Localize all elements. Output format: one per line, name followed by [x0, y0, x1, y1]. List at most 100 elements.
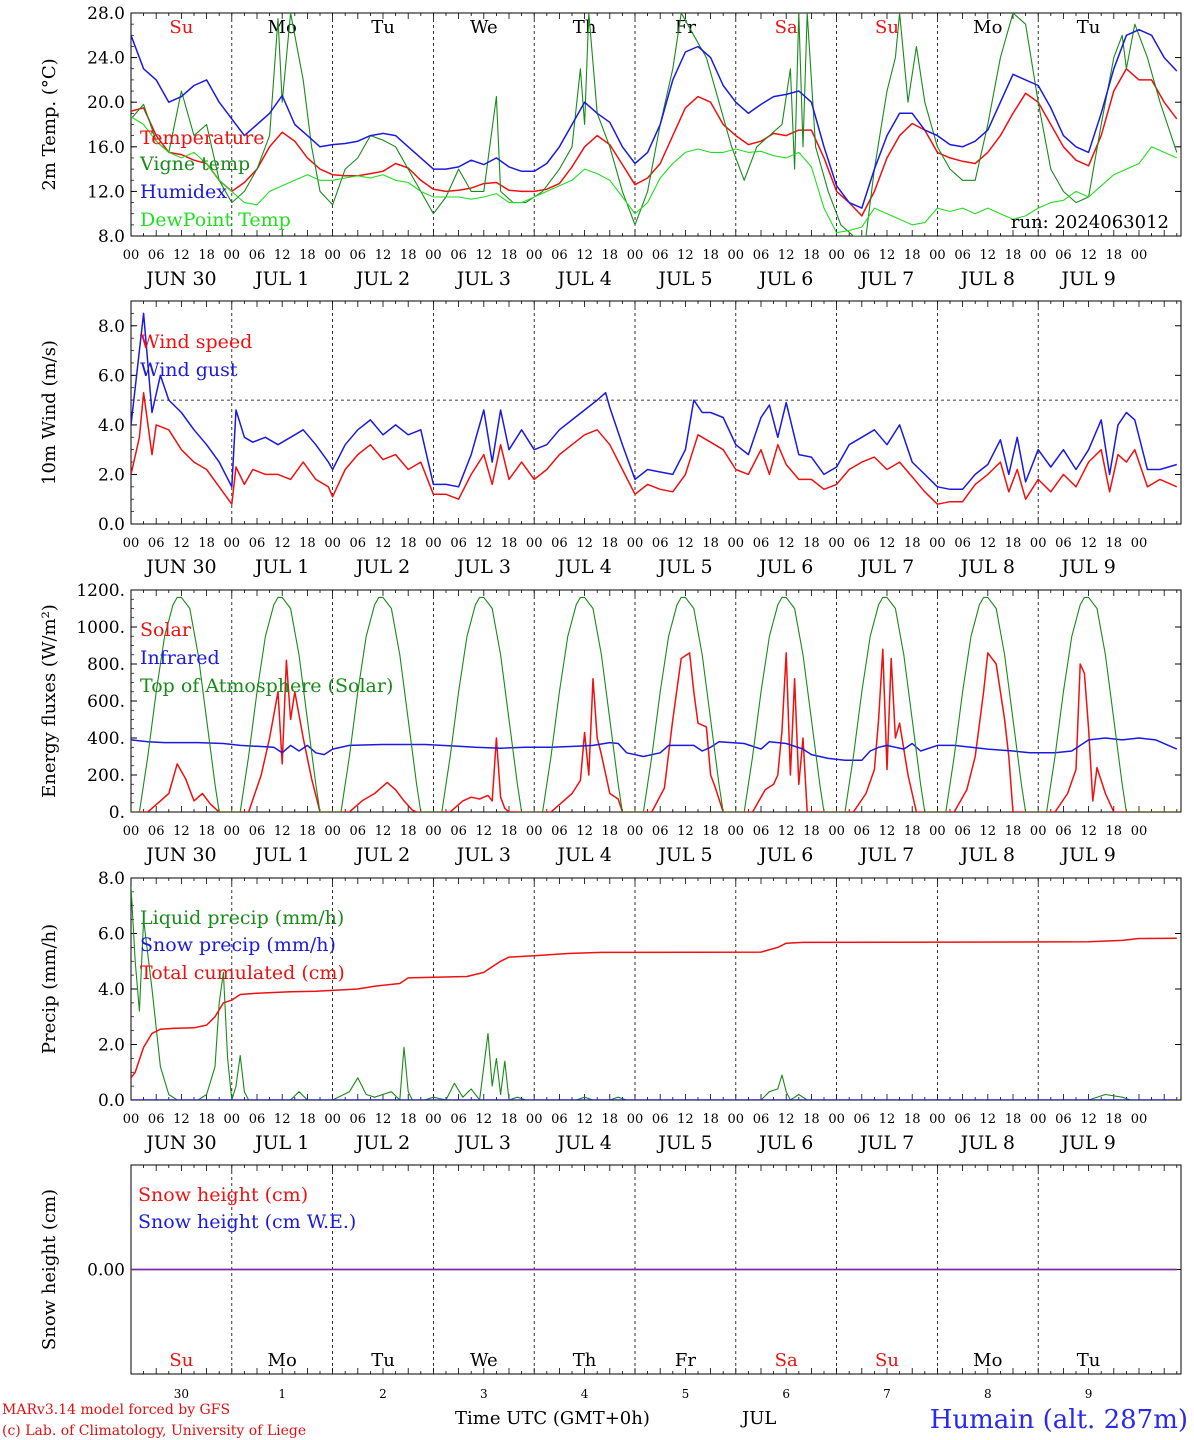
hour-tick-label: 06 [450, 248, 467, 263]
hour-tick-label: 06 [954, 1112, 971, 1127]
hour-tick-label: 18 [198, 824, 215, 839]
date-label: JUL 4 [555, 556, 611, 578]
day-name: Tu [371, 1350, 395, 1371]
day-name: Sa [775, 17, 798, 38]
legend-label: Snow precip (mm/h) [140, 934, 336, 956]
hour-tick-label: 00 [828, 248, 845, 263]
hour-tick-label: 00 [929, 536, 946, 551]
hour-tick-label: 12 [375, 824, 392, 839]
hour-tick-label: 12 [677, 1112, 694, 1127]
hour-tick-label: 12 [879, 536, 896, 551]
date-label: JUL 6 [757, 268, 813, 290]
panel-frame [130, 12, 1182, 237]
y-tick-label: 4.0 [98, 416, 125, 436]
day-number: 6 [782, 1387, 790, 1401]
hour-tick-label: 06 [652, 536, 669, 551]
model-credit-line1: MARv3.14 model forced by GFS [2, 1402, 230, 1418]
hour-tick-label: 18 [904, 1112, 921, 1127]
day-name: Su [169, 1350, 193, 1371]
day-number: 1 [278, 1387, 286, 1401]
hour-tick-label: 18 [198, 536, 215, 551]
hour-tick-label: 06 [652, 1112, 669, 1127]
day-name: Su [875, 1350, 899, 1371]
hour-tick-label: 00 [828, 824, 845, 839]
hour-tick-label: 18 [602, 248, 619, 263]
y-axis-title: Energy fluxes (W/m²) [39, 604, 60, 798]
hour-tick-label: 18 [501, 248, 518, 263]
date-label: JUL 3 [455, 268, 511, 290]
hour-tick-label: 00 [123, 1112, 140, 1127]
hour-tick-label: 00 [425, 536, 442, 551]
hour-tick-label: 06 [954, 824, 971, 839]
date-label: JUL 8 [959, 268, 1015, 290]
hour-tick-label: 00 [1030, 536, 1047, 551]
hour-tick-label: 18 [702, 824, 719, 839]
date-label: JUL 5 [656, 268, 712, 290]
date-label: JUL 8 [959, 556, 1015, 578]
series-line-total-cumulated-cm [131, 937, 1177, 1079]
hour-tick-label: 18 [803, 248, 820, 263]
series-line-solar [131, 648, 1177, 812]
series-line-infrared [131, 737, 1178, 761]
hour-tick-label: 00 [324, 536, 341, 551]
date-label: JUL 2 [354, 556, 410, 578]
hour-tick-label: 12 [274, 1112, 291, 1127]
hour-tick-label: 06 [753, 536, 770, 551]
hour-tick-label: 06 [148, 536, 165, 551]
y-tick-label: 6.0 [98, 366, 125, 386]
series-line-wind-gust [131, 312, 1178, 491]
hour-tick-label: 12 [375, 1112, 392, 1127]
hour-tick-label: 18 [1005, 536, 1022, 551]
y-axis-title: Snow height (cm) [39, 1189, 60, 1350]
day-number: 8 [984, 1387, 992, 1401]
series-group [131, 13, 1178, 236]
hour-tick-label: 12 [375, 248, 392, 263]
date-label: JUL 8 [959, 1132, 1015, 1154]
date-label: JUN 30 [144, 556, 216, 578]
hour-tick-label: 00 [526, 248, 543, 263]
date-label: JUL 9 [1059, 1132, 1115, 1154]
hour-tick-label: 12 [879, 824, 896, 839]
series-line-wind-speed [131, 391, 1178, 505]
date-label: JUN 30 [144, 268, 216, 290]
hour-tick-label: 06 [148, 248, 165, 263]
hour-tick-label: 00 [123, 536, 140, 551]
y-tick-label: 12.0 [87, 182, 125, 202]
date-label: JUL 8 [959, 844, 1015, 866]
hour-tick-label: 12 [576, 536, 593, 551]
day-name: Fr [675, 1350, 696, 1371]
date-label: JUL 4 [555, 1132, 611, 1154]
hour-tick-label: 18 [904, 248, 921, 263]
hour-tick-label: 18 [904, 824, 921, 839]
hour-tick-label: 06 [1055, 1112, 1072, 1127]
legend-label: Solar [140, 619, 192, 641]
y-tick-label: 28.0 [87, 4, 125, 24]
hour-tick-label: 00 [324, 824, 341, 839]
y-tick-label: 1200. [76, 581, 125, 601]
day-number: 7 [883, 1387, 891, 1401]
day-name: We [470, 17, 498, 38]
day-name: Mo [973, 17, 1002, 38]
hour-tick-label: 12 [375, 536, 392, 551]
date-label: JUL 9 [1059, 556, 1115, 578]
hour-tick-label: 06 [753, 1112, 770, 1127]
date-label: JUL 3 [455, 844, 511, 866]
hour-tick-label: 06 [249, 824, 266, 839]
date-label: JUL 2 [354, 268, 410, 290]
time-axis-label: Time UTC (GMT+0h) [455, 1408, 650, 1429]
hour-tick-label: 12 [576, 1112, 593, 1127]
y-tick-label: 400. [87, 729, 125, 749]
series-line-temperature [131, 68, 1178, 217]
hour-tick-label: 18 [1106, 1112, 1123, 1127]
date-label: JUL 6 [757, 556, 813, 578]
series-line-top-of-atmosphere-solar [131, 596, 1177, 812]
hour-tick-label: 12 [476, 1112, 493, 1127]
date-label: JUL 1 [253, 556, 309, 578]
hour-tick-label: 06 [450, 824, 467, 839]
y-tick-label: 600. [87, 692, 125, 712]
day-number: 4 [581, 1387, 589, 1401]
model-credit-line2: (c) Lab. of Climatology, University of L… [2, 1423, 306, 1439]
legend-label: Wind speed [140, 331, 252, 353]
day-number: 9 [1085, 1387, 1093, 1401]
hour-tick-label: 00 [123, 824, 140, 839]
